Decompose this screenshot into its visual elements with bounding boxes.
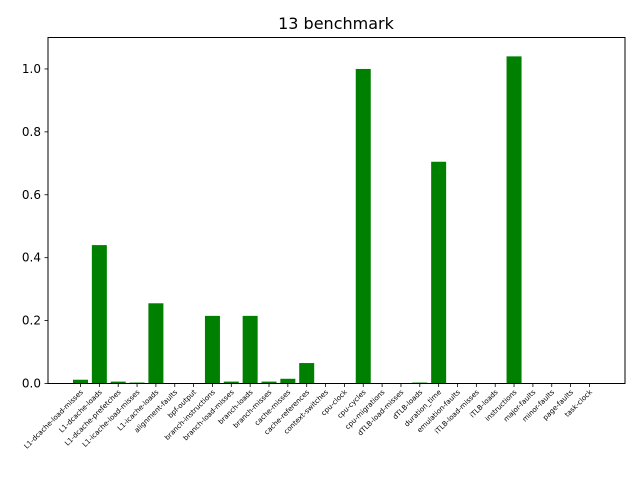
bar-cache-references	[299, 363, 315, 384]
y-tick-label: 1.0	[22, 62, 41, 76]
bar-branch-instructions	[204, 315, 220, 384]
bar-cache-misses	[280, 378, 296, 384]
bar-L1-dcache-prefetches	[110, 381, 126, 384]
y-tick-label: 0.6	[22, 188, 41, 202]
bar-L1-dcache-load-misses	[73, 379, 88, 384]
y-tick-label: 0.8	[22, 125, 41, 139]
chart-title: 13 benchmark	[278, 14, 394, 33]
bar-branch-load-misses	[223, 381, 239, 384]
x-axis-ticks: L1-dcache-load-missesL1-dcache-loadsL1-d…	[23, 383, 595, 451]
bar-L1-dcache-loads	[91, 245, 107, 384]
y-tick-label: 0.4	[22, 251, 41, 265]
bar-cpu-cycles	[355, 68, 371, 384]
y-axis-ticks: 0.0 0.2 0.4 0.6 0.8 1.0	[22, 62, 48, 391]
y-tick-label: 0.2	[22, 314, 41, 328]
bars-group	[73, 56, 522, 384]
bar-branch-loads	[242, 315, 258, 384]
plot-area-frame	[47, 37, 626, 384]
bar-L1-icache-loads	[148, 303, 164, 384]
bar-duration_time	[431, 161, 447, 384]
bar-branch-misses	[261, 381, 277, 384]
y-tick-label: 0.0	[22, 377, 41, 391]
bar-instructions	[506, 56, 522, 384]
